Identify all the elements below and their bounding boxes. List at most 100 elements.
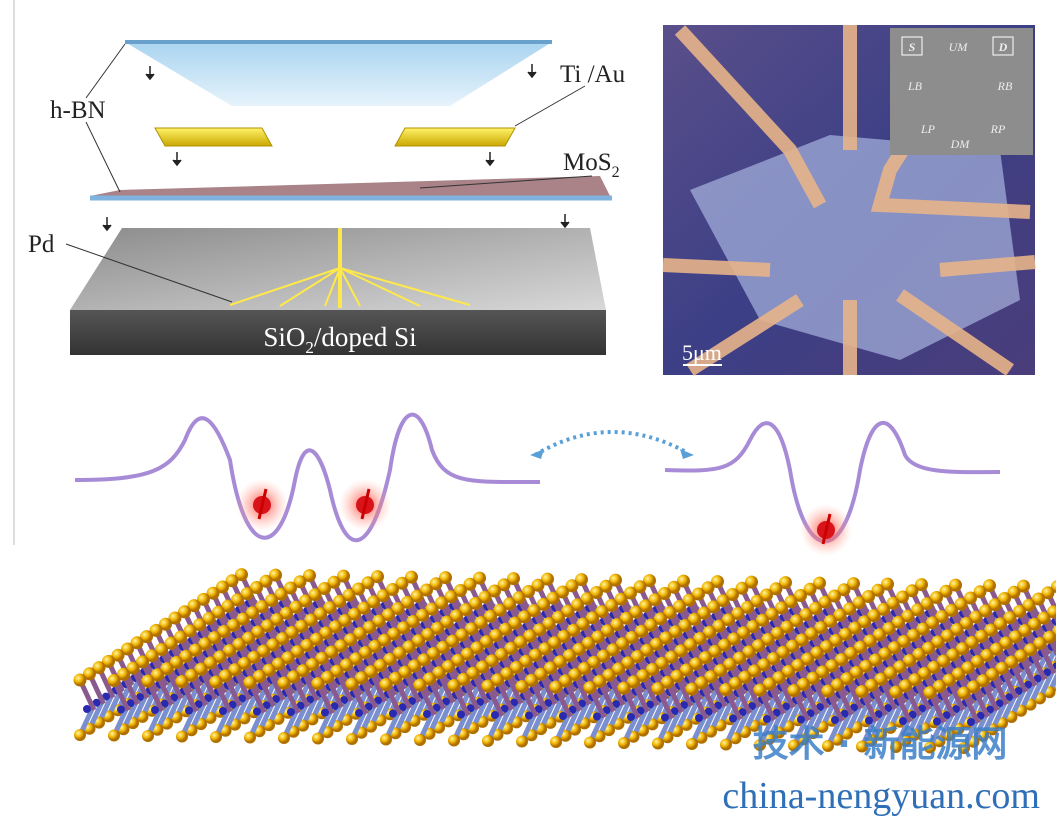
s-atom xyxy=(312,733,324,745)
mo-atom xyxy=(525,712,533,720)
s-atom xyxy=(278,677,291,690)
label-sub: 2 xyxy=(612,164,620,181)
mo-atom xyxy=(185,707,193,715)
s-atom xyxy=(414,734,426,746)
hbn-label: h-BN xyxy=(50,97,106,124)
s-atom xyxy=(346,733,358,745)
s-atom xyxy=(142,730,154,742)
s-atom xyxy=(74,674,87,687)
watermark-title: 技术 · 新能源网 xyxy=(753,724,1008,765)
s-atom xyxy=(516,680,529,693)
figure: SiO2/doped Si h-BN Ti /Au MoS2 Pd S D UM LB… xyxy=(0,0,1056,816)
tiau-label: Ti /Au xyxy=(560,61,626,88)
mo-atom xyxy=(763,715,771,723)
arrow-heads xyxy=(530,449,694,459)
mo-atom xyxy=(559,712,567,720)
mo-atom xyxy=(593,713,601,721)
s-atom xyxy=(550,681,563,694)
s-atom xyxy=(822,685,835,698)
s-atom xyxy=(380,734,392,746)
mo-atom xyxy=(729,715,737,723)
s-atom xyxy=(448,735,460,747)
s-atom xyxy=(652,738,664,750)
s-atom xyxy=(924,686,937,699)
mo-atom xyxy=(491,711,499,719)
mo-atom xyxy=(83,705,91,713)
s-atom xyxy=(142,675,155,688)
mo-atom xyxy=(219,707,227,715)
s-atom xyxy=(176,731,188,743)
s-atom xyxy=(958,687,971,700)
watermark-url: china-nengyuan.com xyxy=(722,775,1040,816)
inset-label: RP xyxy=(990,122,1006,136)
pad-left xyxy=(155,128,272,146)
s-atom xyxy=(720,683,733,696)
mo-atom xyxy=(321,709,329,717)
mo-atom xyxy=(355,709,363,717)
s-atom xyxy=(108,730,120,742)
inset-label: LB xyxy=(907,79,923,93)
label-part: /doped Si xyxy=(314,322,417,352)
s-atom xyxy=(210,676,223,689)
mos2-layer xyxy=(90,176,610,196)
stack-schematic: SiO2/doped Si h-BN Ti /Au MoS2 Pd xyxy=(28,42,626,357)
s-atom xyxy=(244,732,256,744)
s-atom xyxy=(720,739,732,751)
potentials xyxy=(75,415,1000,542)
s-atom xyxy=(176,675,189,688)
s-atom xyxy=(890,686,903,699)
s-atom xyxy=(448,679,461,692)
mo-atom xyxy=(423,710,431,718)
mo-atom xyxy=(389,710,397,718)
s-atom xyxy=(244,676,257,689)
s-atom xyxy=(482,735,494,747)
s-atom xyxy=(516,736,528,748)
s-atom xyxy=(856,685,869,698)
mo-atom xyxy=(253,708,261,716)
s-atom xyxy=(414,679,427,692)
inset-label: LP xyxy=(920,122,936,136)
double-well xyxy=(75,415,540,541)
pad-right xyxy=(395,128,515,146)
hbn-top xyxy=(125,42,552,106)
s-atom xyxy=(380,678,393,691)
mo-atom xyxy=(831,716,839,724)
page: SiO2/doped Si h-BN Ti /Au MoS2 Pd S D UM LB… xyxy=(0,0,1056,816)
s-atom xyxy=(584,737,596,749)
label-part: SiO xyxy=(263,322,305,352)
s-atom xyxy=(652,682,665,695)
s-atom xyxy=(618,682,631,695)
inset-label: D xyxy=(998,40,1008,54)
exchange-arrow xyxy=(535,432,688,455)
mo-atom xyxy=(661,714,669,722)
s-atom xyxy=(754,684,767,697)
micrograph: S D UM LB RB LP DM RP 5μm xyxy=(663,25,1035,375)
s-atom xyxy=(482,680,495,693)
substrate-label: SiO2/doped Si xyxy=(263,322,416,357)
inset-label: DM xyxy=(950,137,971,151)
s-atom xyxy=(686,683,699,696)
s-atom xyxy=(210,731,222,743)
inset-label: S xyxy=(909,40,916,54)
pd-label: Pd xyxy=(28,231,55,258)
s-atom xyxy=(312,677,325,690)
mo-atom xyxy=(287,708,295,716)
s-atom xyxy=(550,736,562,748)
s-atom xyxy=(618,737,630,749)
label-part: MoS xyxy=(563,149,612,176)
mo-atom xyxy=(797,716,805,724)
s-atom xyxy=(278,732,290,744)
s-atom xyxy=(788,684,801,697)
mo-atom xyxy=(151,706,159,714)
mo-atom xyxy=(695,714,703,722)
mo-atom xyxy=(117,706,125,714)
mo-atom xyxy=(627,713,635,721)
scale-label: 5μm xyxy=(682,340,722,365)
inset-label: RB xyxy=(997,79,1013,93)
s-atom xyxy=(346,678,359,691)
s-atom xyxy=(686,738,698,750)
s-atom xyxy=(584,681,597,694)
mo-atom xyxy=(457,711,465,719)
s-atom xyxy=(108,674,121,687)
inset-label: UM xyxy=(949,40,969,54)
